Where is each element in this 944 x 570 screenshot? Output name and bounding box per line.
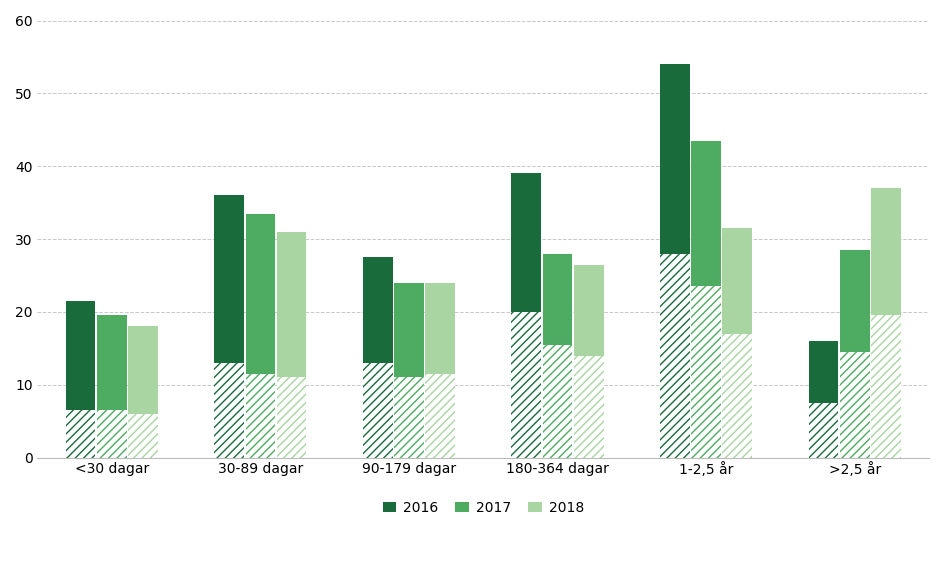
Bar	[840, 250, 869, 458]
Bar	[214, 196, 244, 458]
Bar	[66, 301, 95, 410]
Bar	[245, 214, 276, 374]
Bar	[512, 173, 541, 312]
Bar	[691, 141, 721, 458]
Bar	[543, 254, 572, 345]
Bar	[660, 64, 690, 254]
Bar	[97, 315, 126, 410]
Bar	[809, 341, 838, 403]
Bar	[660, 64, 690, 458]
Bar	[362, 257, 393, 458]
Bar	[722, 228, 752, 333]
Bar	[574, 264, 603, 458]
Bar	[426, 283, 455, 374]
Bar	[394, 283, 424, 377]
Bar	[809, 341, 838, 458]
Bar	[426, 283, 455, 458]
Bar	[394, 283, 424, 458]
Bar	[66, 301, 95, 458]
Bar	[871, 188, 901, 458]
Bar	[245, 214, 276, 458]
Bar	[871, 188, 901, 315]
Bar	[362, 257, 393, 363]
Bar	[722, 228, 752, 458]
Bar	[691, 141, 721, 286]
Bar	[128, 327, 158, 458]
Bar	[840, 250, 869, 352]
Bar	[214, 196, 244, 363]
Bar	[512, 173, 541, 458]
Bar	[574, 264, 603, 356]
Bar	[277, 232, 307, 377]
Bar	[543, 254, 572, 458]
Bar	[97, 315, 126, 458]
Bar	[128, 327, 158, 414]
Bar	[277, 232, 307, 458]
Legend: 2016, 2017, 2018: 2016, 2017, 2018	[377, 495, 589, 520]
